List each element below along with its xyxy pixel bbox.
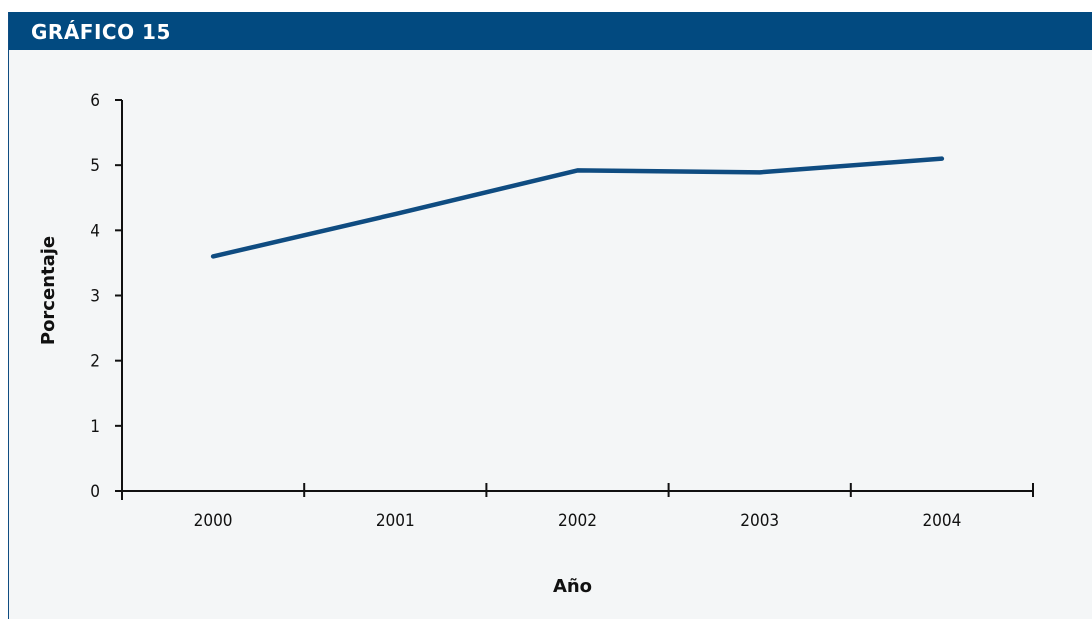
y-tick-label: 5 (90, 156, 100, 176)
x-tick-label: 2000 (194, 511, 233, 531)
x-tick-label: 2004 (922, 511, 961, 531)
x-tick-label: 2001 (376, 511, 415, 531)
x-axis: 2000 2001 2002 2003 2004 (121, 483, 1034, 531)
series-line (210, 156, 945, 259)
y-tick-label: 4 (90, 221, 100, 241)
y-tick-label: 2 (90, 352, 100, 372)
x-tick-label: 2003 (740, 511, 779, 531)
series-layer (210, 156, 945, 259)
y-tick-label: 6 (90, 91, 100, 111)
x-tick-label: 2002 (558, 511, 597, 531)
y-axis-title: Porcentaje (38, 236, 59, 345)
x-axis-title: Año (553, 576, 592, 597)
y-tick-label: 0 (90, 482, 100, 502)
chart-title: GRÁFICO 15 (31, 20, 171, 44)
y-axis: 0 1 2 3 4 5 6 (90, 91, 123, 502)
title-bar: GRÁFICO 15 (9, 12, 1092, 50)
y-tick-label: 1 (90, 417, 100, 437)
y-tick-label: 3 (90, 287, 100, 307)
